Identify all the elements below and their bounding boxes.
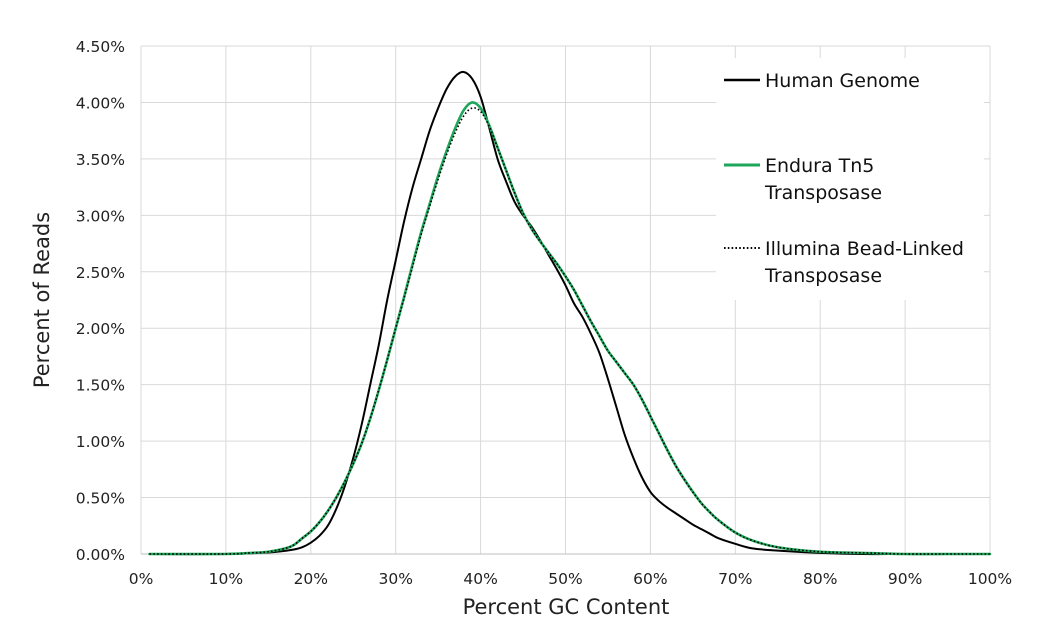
legend-entry-illumina-blt: Illumina Bead-Linked xyxy=(765,238,964,260)
x-tick-label: 80% xyxy=(803,570,837,588)
x-tick-label: 100% xyxy=(968,570,1012,588)
x-tick-label: 0% xyxy=(129,570,154,588)
legend-entry-human-genome: Human Genome xyxy=(765,70,920,92)
y-tick-label: 1.50% xyxy=(76,377,125,395)
y-tick-label: 0.00% xyxy=(76,546,125,564)
legend-entry-endura-tn5: Endura Tn5 xyxy=(765,155,874,177)
series-lines xyxy=(148,70,992,556)
x-tick-label: 20% xyxy=(294,570,328,588)
x-tick-label: 60% xyxy=(633,570,667,588)
legend-entry-endura-tn5: Transposase xyxy=(764,182,882,204)
y-tick-label: 2.50% xyxy=(76,264,125,282)
x-axis-title: Percent GC Content xyxy=(463,595,670,619)
y-axis-title: Percent of Reads xyxy=(30,212,54,388)
x-tick-label: 50% xyxy=(548,570,582,588)
x-tick-label: 30% xyxy=(378,570,412,588)
legend-entry-illumina-blt: Transposase xyxy=(764,265,882,287)
y-tick-label: 0.50% xyxy=(76,490,125,508)
y-tick-label: 4.50% xyxy=(76,38,125,56)
tick-labels: 0% 10% 20% 30% 40% 50% 60% 70% 80% 90% 100% 0.00% 0.… xyxy=(76,38,1012,588)
y-tick-label: 3.00% xyxy=(76,207,125,225)
y-tick-label: 3.50% xyxy=(76,151,125,169)
y-tick-label: 4.00% xyxy=(76,94,125,112)
y-tick-label: 2.00% xyxy=(76,320,125,338)
legend: Human Genome Endura Tn5 Transposase Illumin… xyxy=(716,58,984,300)
x-tick-label: 10% xyxy=(209,570,243,588)
x-tick-label: 40% xyxy=(463,570,497,588)
x-tick-label: 70% xyxy=(718,570,752,588)
illumina-blt-line xyxy=(149,107,990,555)
legend-box xyxy=(716,58,984,300)
x-tick-label: 90% xyxy=(888,570,922,588)
y-tick-label: 1.00% xyxy=(76,433,125,451)
